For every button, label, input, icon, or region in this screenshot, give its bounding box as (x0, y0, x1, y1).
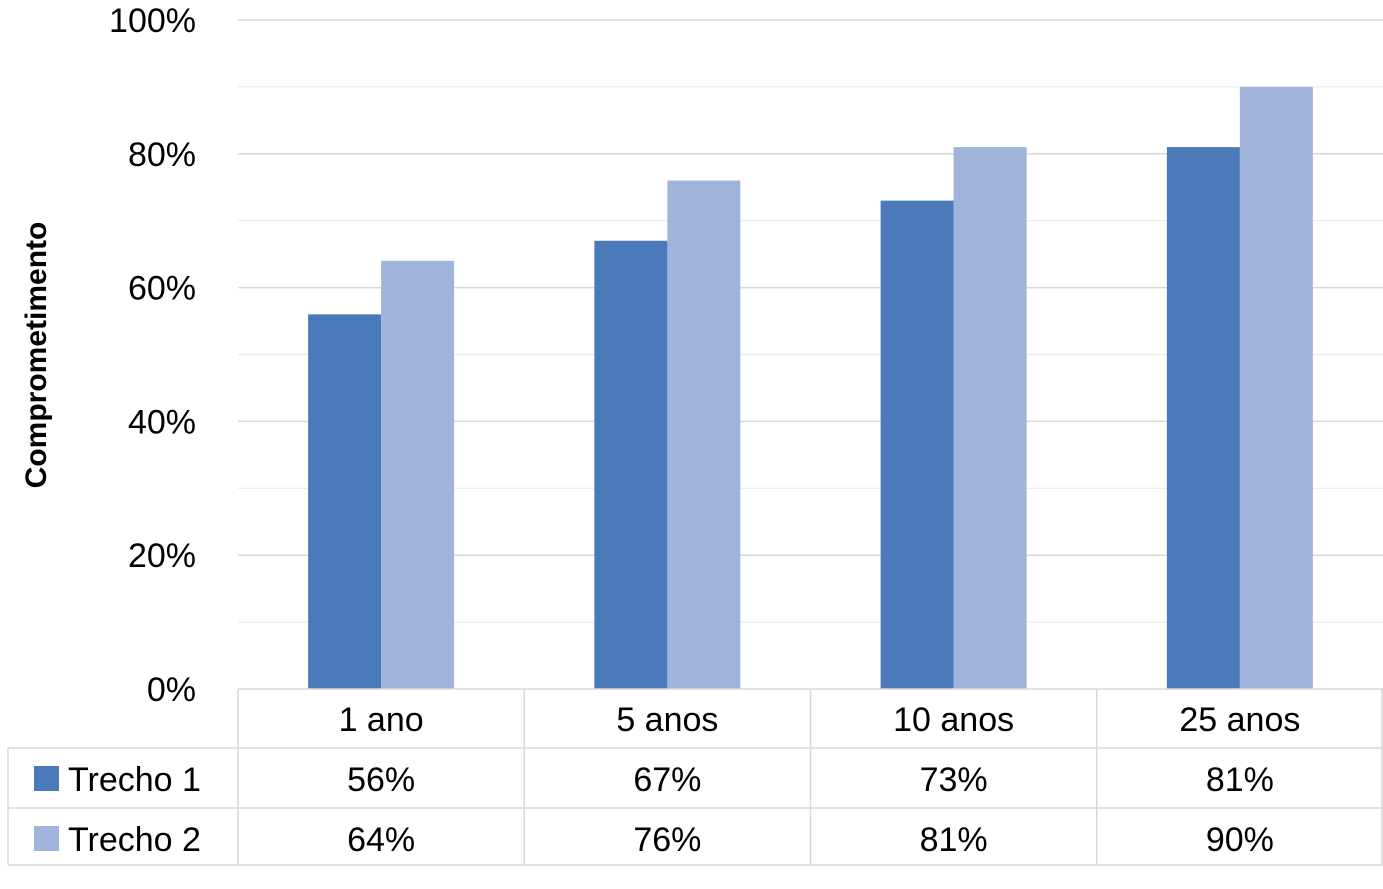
data-cell: 67% (633, 761, 701, 799)
y-axis-ticks: 0% 20% 40% 60% 80% 100% (109, 2, 196, 709)
bar-2-4 (1239, 86, 1313, 689)
series-name: Trecho 2 (68, 821, 201, 859)
bar-1-3 (880, 200, 954, 689)
series-name: Trecho 1 (68, 761, 201, 799)
data-table: 1 ano 5 anos 10 anos 25 anos Trecho 1 56% 67% 7… (7, 688, 1383, 866)
data-cell: 81% (920, 821, 988, 859)
bars (308, 86, 1313, 690)
y-tick-label: 0% (147, 671, 196, 709)
bar-2-2 (667, 180, 741, 689)
y-axis-label: Comprometimento (20, 222, 53, 489)
data-cell: 73% (920, 761, 988, 799)
legend-key-1 (34, 766, 59, 791)
bar-1-2 (594, 240, 668, 689)
category-label: 25 anos (1179, 701, 1300, 739)
data-cell: 64% (347, 821, 415, 859)
bar-1-4 (1166, 147, 1240, 690)
data-cell: 81% (1206, 761, 1274, 799)
y-tick-label: 60% (128, 270, 196, 308)
y-tick-label: 20% (128, 537, 196, 575)
bar-1-1 (308, 314, 382, 689)
category-label: 1 ano (339, 701, 424, 739)
y-tick-label: 100% (109, 2, 196, 40)
bar-2-3 (953, 147, 1027, 690)
bar-2-1 (381, 260, 455, 689)
data-cell: 90% (1206, 821, 1274, 859)
legend-key-2 (34, 826, 59, 851)
y-tick-label: 40% (128, 403, 196, 441)
data-cell: 76% (633, 821, 701, 859)
data-cell: 56% (347, 761, 415, 799)
category-label: 5 anos (616, 701, 718, 739)
y-tick-label: 80% (128, 136, 196, 174)
category-label: 10 anos (893, 701, 1014, 739)
